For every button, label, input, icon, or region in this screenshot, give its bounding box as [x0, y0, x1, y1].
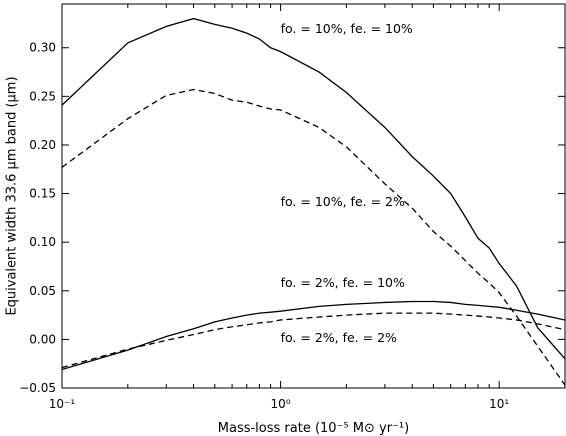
x-axis-label: Mass-loss rate (10⁻⁵ M⊙ yr⁻¹)	[218, 421, 409, 436]
tick-layer: 10⁻¹ 10⁰ 10¹ −0.05 0.00 0.05 0.10 0.15 0.20 0.25 0…	[19, 4, 565, 411]
series-line-1	[61, 17, 566, 360]
y-tick-label: 0.20	[29, 138, 56, 152]
series-annotation: fo. = 2%, fe. = 2%	[281, 330, 397, 345]
series-annotation: fo. = 10%, fe. = 10%	[281, 21, 413, 36]
series-line-2	[61, 88, 566, 386]
y-tick-label: 0.00	[29, 332, 56, 346]
y-tick-label: −0.05	[19, 381, 56, 395]
series-annotation: fo. = 2%, fe. = 10%	[281, 275, 405, 290]
x-tick-label: 10⁻¹	[49, 397, 76, 411]
y-tick-label: 0.30	[29, 41, 56, 55]
y-tick-label: 0.15	[29, 187, 56, 201]
label-layer: fo. = 10%, fe. = 10% fo. = 10%, fe. = 2% f…	[281, 21, 413, 345]
y-tick-label: 0.10	[29, 235, 56, 249]
series-line-4	[61, 312, 566, 369]
x-tick-label: 10¹	[489, 397, 509, 411]
plot-layer	[61, 17, 566, 386]
y-axis-label: Equivalent width 33.6 μm band (μm)	[5, 76, 20, 315]
x-tick-label: 10⁰	[271, 397, 291, 411]
y-tick-label: 0.25	[29, 89, 56, 103]
series-line-3	[61, 300, 566, 371]
plot-frame	[61, 3, 566, 389]
series-annotation: fo. = 10%, fe. = 2%	[281, 194, 405, 209]
y-tick-label: 0.05	[29, 284, 56, 298]
